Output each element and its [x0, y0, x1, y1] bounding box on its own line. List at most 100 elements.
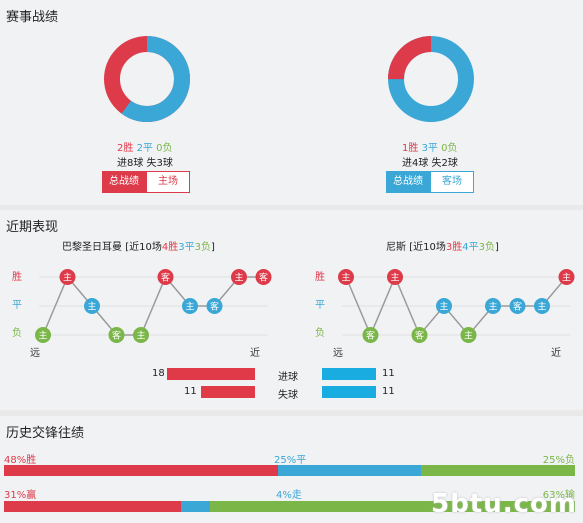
left-form-suffix: ]	[210, 242, 215, 253]
left-match-venue: 主	[185, 301, 194, 313]
left-match-dot[interactable]	[182, 298, 198, 314]
right-match-dot[interactable]	[338, 269, 354, 285]
right-match-dot[interactable]	[558, 269, 575, 285]
tab-home[interactable]: 主场	[146, 171, 190, 193]
left-donut-draw-arc	[104, 36, 190, 122]
right-match-dot[interactable]	[509, 298, 526, 314]
left-match-dot[interactable]	[133, 327, 149, 343]
right-match-venue: 主	[390, 272, 399, 284]
left-against-bar	[201, 386, 255, 398]
left-match-dot[interactable]	[108, 327, 125, 343]
right-match-venue: 客	[415, 330, 424, 342]
left-wins: 2胜	[117, 143, 134, 154]
goals-label: 进球	[278, 372, 298, 383]
right-match-dot[interactable]	[534, 298, 550, 314]
left-goals-count: 18	[152, 368, 165, 379]
right-losses: 0负	[441, 143, 458, 154]
right-axis-near: 近	[551, 346, 561, 359]
left-match-venue: 主	[87, 301, 96, 313]
tab-total-record[interactable]: 总战绩	[102, 171, 146, 193]
h2h-draw-pct: 25%平	[274, 455, 307, 466]
left-match-venue: 主	[63, 272, 72, 284]
h2h-lose-pct: 63%输	[542, 490, 575, 501]
right-match-dot[interactable]	[485, 298, 501, 314]
right-match-venue: 主	[488, 301, 497, 313]
left-match-venue: 主	[38, 330, 47, 342]
left-axis-draw: 平	[12, 300, 22, 311]
section-title-recent: 近期表现	[6, 220, 59, 235]
right-against-count: 11	[382, 386, 395, 397]
right-form-wins: 3胜	[445, 242, 463, 253]
left-form-losses: 3负	[194, 242, 211, 253]
right-form-losses: 3负	[478, 242, 495, 253]
right-match-dot[interactable]	[460, 327, 477, 343]
left-form-line: 主主主客 主客主 客主客	[35, 269, 272, 343]
left-match-dot[interactable]	[59, 269, 76, 285]
left-draws: 2平	[136, 143, 153, 154]
right-match-venue: 主	[464, 330, 473, 342]
right-donut-chart	[388, 36, 474, 122]
left-team-name: 巴黎圣日耳曼	[62, 242, 122, 253]
right-match-dot[interactable]	[387, 269, 403, 285]
left-match-dot[interactable]	[35, 327, 51, 343]
tab-away[interactable]: 客场	[430, 171, 474, 193]
right-record-tabs: 总战绩 客场	[386, 171, 474, 193]
right-form-suffix: ]	[494, 242, 499, 253]
h2h-cover-segment	[4, 501, 181, 512]
left-record-line: 2胜 2平 0负	[117, 139, 173, 154]
right-match-venue: 客	[513, 301, 522, 313]
h2h-cover-pct: 31%赢	[4, 490, 37, 501]
right-draws: 3平	[421, 143, 438, 154]
left-match-dot[interactable]	[255, 269, 272, 285]
left-axis-loss: 负	[12, 326, 22, 339]
left-record-tabs: 总战绩 主场	[102, 171, 190, 193]
left-match-dot[interactable]	[206, 298, 223, 314]
left-match-dot[interactable]	[157, 269, 174, 285]
recent-form-panel: 近期表现 巴黎圣日耳曼 [近10场4胜3平3负] 尼斯 [近10场3胜4平3负]…	[0, 210, 583, 410]
left-match-dot[interactable]	[231, 269, 247, 285]
left-match-venue: 主	[136, 330, 145, 342]
left-axis-near: 近	[250, 346, 260, 359]
right-goals-bar	[322, 368, 376, 380]
left-donut-chart	[104, 36, 190, 122]
left-match-venue: 主	[234, 272, 243, 284]
right-team-name: 尼斯	[386, 242, 406, 253]
head-to-head-panel: 历史交锋往绩 48%胜 25%平 25%负 31%赢 4%走 63%输 5btu…	[0, 416, 583, 523]
section-title-record: 赛事战绩	[6, 10, 59, 25]
right-match-dot[interactable]	[362, 327, 379, 343]
right-form-line: 主客主客主主主客主主	[338, 269, 575, 343]
h2h-lose-segment	[209, 501, 575, 512]
h2h-win-pct: 48%胜	[4, 455, 37, 466]
right-match-venue: 主	[537, 301, 546, 313]
right-match-dot[interactable]	[436, 298, 452, 314]
right-match-venue: 主	[562, 272, 571, 284]
h2h-push-pct: 4%走	[276, 490, 302, 501]
right-match-dot[interactable]	[411, 327, 428, 343]
tab-total-record-right[interactable]: 总战绩	[386, 171, 430, 193]
right-record-line: 1胜 3平 0负	[402, 139, 458, 154]
right-axis-loss: 负	[315, 326, 325, 339]
right-axis-draw: 平	[315, 300, 325, 311]
form-charts: 胜 平 负 远 近 胜 平 负 远 近 主主主客 主客主 客主客 主客主客主主主客主…	[12, 269, 575, 359]
right-match-venue: 主	[341, 272, 350, 284]
left-form-header: 巴黎圣日耳曼 [近10场4胜3平3负]	[62, 238, 215, 253]
record-panel: 赛事战绩 2胜 2平 0负 进8球 失3球 总战绩 主场 1胜 3平 0负 进4…	[0, 0, 583, 205]
h2h-loss-pct: 25%负	[542, 455, 575, 466]
right-goals: 进4球 失2球	[402, 158, 458, 169]
h2h-loss-segment	[420, 465, 575, 476]
right-connector	[345, 275, 568, 337]
watermark: 5btu.com	[431, 489, 577, 519]
right-form-header: 尼斯 [近10场3胜4平3负]	[386, 238, 499, 253]
h2h-handicap-bar	[4, 501, 575, 512]
against-label: 失球	[278, 390, 298, 401]
right-against-bar	[322, 386, 376, 398]
right-wins: 1胜	[402, 143, 419, 154]
left-axis-win: 胜	[12, 271, 22, 283]
h2h-result-bar	[4, 465, 575, 476]
left-match-venue: 客	[210, 301, 219, 313]
right-form-prefix: [近10场	[409, 242, 446, 253]
left-match-venue: 客	[259, 272, 268, 284]
left-losses: 0负	[156, 143, 173, 154]
left-match-dot[interactable]	[84, 298, 100, 314]
section-title-h2h: 历史交锋往绩	[6, 426, 85, 441]
